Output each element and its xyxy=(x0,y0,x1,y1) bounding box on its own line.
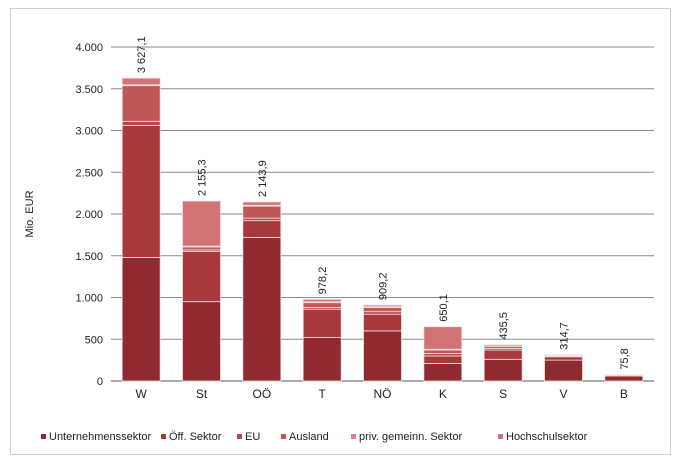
bar-segment-St-5 xyxy=(182,200,221,247)
y-tick-label: 2.000 xyxy=(75,209,103,221)
bar-segment-NÖ-1 xyxy=(363,313,402,332)
bar-segment-NÖ-3 xyxy=(363,307,402,313)
x-tick-label: NÖ xyxy=(374,387,392,401)
data-label: 650,1 xyxy=(438,294,450,322)
x-tick-label: St xyxy=(196,387,208,401)
legend-swatch xyxy=(237,434,242,439)
y-tick-label: 3.500 xyxy=(75,84,103,96)
data-label: 978,2 xyxy=(317,267,329,295)
bar-segment-B-0 xyxy=(604,375,644,382)
bar-segment-K-3 xyxy=(423,349,463,354)
bar-segment-S-5 xyxy=(483,344,523,347)
x-tick-label: OÖ xyxy=(252,387,271,401)
bar-segment-St-0 xyxy=(182,301,221,382)
y-tick-label: 1.500 xyxy=(75,251,103,263)
data-label: 2 143,9 xyxy=(257,160,269,197)
bar-segment-T-3 xyxy=(302,302,342,308)
data-label: 909,2 xyxy=(378,273,390,301)
legend-item: Öff. Sektor xyxy=(169,431,222,443)
bar-segment-K-1 xyxy=(423,355,463,364)
bar-segment-V-1 xyxy=(544,356,583,361)
data-label: 3 627,1 xyxy=(136,36,148,73)
bar-segment-OÖ-0 xyxy=(242,236,282,382)
legend-item: Hochschulsektor xyxy=(506,431,588,443)
bar-segment-V-0 xyxy=(544,359,583,382)
bar-segment-S-0 xyxy=(483,358,523,382)
bar-segment-OÖ-3 xyxy=(242,205,282,219)
bar-segment-OÖ-1 xyxy=(242,220,282,238)
stacked-bar-chart: 0 500 1.000 1.500 2.000 2.500 3.000 3.500 4.000 M… xyxy=(24,36,654,443)
y-axis-label: Mio. EUR xyxy=(24,190,36,237)
y-tick-label: 4.000 xyxy=(75,42,103,54)
x-tick-label: W xyxy=(136,387,148,401)
x-tick-label: B xyxy=(620,387,628,401)
bar-segment-K-5 xyxy=(423,326,463,350)
legend-swatch xyxy=(351,434,356,439)
data-label: 435,5 xyxy=(498,312,510,340)
bar-segment-T-1 xyxy=(302,308,342,338)
bar-segment-OÖ-5 xyxy=(242,201,282,206)
legend-item: Ausland xyxy=(289,431,329,443)
bar-segment-K-0 xyxy=(423,363,463,382)
data-label: 2 155,3 xyxy=(197,159,209,196)
legend-item: EU xyxy=(245,431,260,443)
legend-item: Unternehmenssektor xyxy=(49,431,151,443)
bar-segment-NÖ-0 xyxy=(363,330,402,382)
legend-swatch xyxy=(161,434,166,439)
bar-segment-S-1 xyxy=(483,349,523,360)
bar-segment-NÖ-5 xyxy=(363,304,402,308)
bar-segment-W-1 xyxy=(121,125,161,258)
x-tick-label: V xyxy=(559,387,567,401)
y-tick-label: 0 xyxy=(97,376,103,388)
bar-segment-T-5 xyxy=(302,298,342,303)
bar-segment-W-3 xyxy=(121,85,161,122)
legend-swatch xyxy=(281,434,286,439)
y-tick-label: 1.000 xyxy=(75,293,103,305)
bar-segment-T-0 xyxy=(302,337,342,382)
bar-segment-W-2 xyxy=(121,120,161,126)
bar-segment-W-5 xyxy=(121,77,161,86)
legend-swatch xyxy=(498,434,503,439)
x-tick-label: T xyxy=(318,387,326,401)
y-tick-label: 2.500 xyxy=(75,167,103,179)
y-tick-label: 3.000 xyxy=(75,126,103,138)
legend-item: priv. gemeinn. Sektor xyxy=(359,431,462,443)
legend-swatch xyxy=(41,434,46,439)
data-label: 314,7 xyxy=(559,322,571,350)
bar-segment-St-3 xyxy=(182,246,221,251)
bar-segment-St-1 xyxy=(182,251,221,303)
x-tick-label: S xyxy=(499,387,507,401)
chart-frame: 0 500 1.000 1.500 2.000 2.500 3.000 3.500 4.000 M… xyxy=(10,8,671,455)
y-tick-label: 500 xyxy=(85,334,103,346)
x-tick-label: K xyxy=(439,387,447,401)
bar-segment-W-0 xyxy=(121,257,161,382)
data-label: 75,8 xyxy=(619,348,631,369)
